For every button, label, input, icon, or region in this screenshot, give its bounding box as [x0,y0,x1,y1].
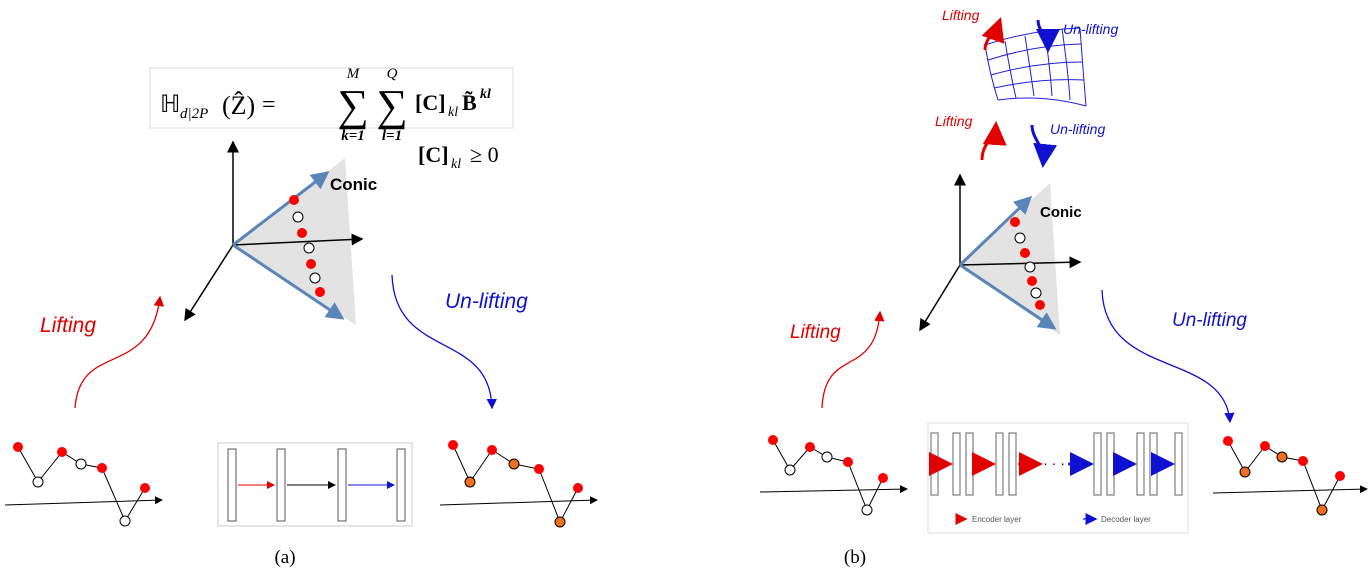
formula-term2: B̃ [462,90,477,115]
figure: ℍ d|2P (Ẑ) = M ∑ k=1 Q ∑ l=1 [C] kl B̃ k… [0,0,1372,574]
formula-term: [C] [415,90,446,115]
conic-label: Conic [330,175,377,194]
network-b: · · · Encoder layer Decoder layer [928,423,1188,533]
formula-lhs-sub: d|2P [180,106,208,122]
encoder-legend: Encoder layer [972,515,1022,524]
signal-left [5,442,162,526]
signal-right [1213,436,1367,515]
network-a [218,443,412,526]
conic-label: Conic [1040,204,1082,221]
constraint: [C] [418,142,449,167]
panel-b: Lifting Un-lifting Lifting Un-lifting Co… [760,7,1367,568]
unlifting-label: Un-lifting [445,290,528,313]
constraint-sub: kl [451,157,461,172]
unlifting-label: Un-lifting [1172,310,1247,331]
lifting-label: Lifting [942,7,980,23]
signal-right [440,440,597,527]
lifting-label: Lifting [935,113,973,129]
cone-axes [185,142,362,325]
unlifting-label: Un-lifting [1063,21,1118,37]
formula-eq: = [262,92,276,118]
sigma: ∑ [337,81,368,130]
caption: (b) [844,547,866,568]
lifting-label: Lifting [790,322,841,343]
ellipsis: · · · [1043,455,1065,471]
cone-axes [920,175,1080,335]
sum-bottom: l=1 [382,128,402,144]
manifold [985,28,1086,106]
signal-left [760,435,907,515]
sigma: ∑ [376,81,407,130]
sum-top: M [346,66,361,82]
unlifting-label: Un-lifting [1050,121,1105,137]
constraint-rel: ≥ 0 [470,142,499,167]
lifting-label: Lifting [40,314,96,337]
panel-a: ℍ d|2P (Ẑ) = M ∑ k=1 Q ∑ l=1 [C] kl B̃ k… [5,66,597,568]
sum-top: Q [387,66,398,82]
formula-term-sub: kl [448,105,458,120]
formula-term2-sup: kl [480,87,491,102]
sum-bottom: k=1 [341,128,365,144]
decoder-legend: Decoder layer [1101,515,1151,524]
caption: (a) [274,547,295,568]
formula-arg: (Ẑ) [222,91,255,120]
formula-lhs: ℍ [160,92,180,118]
